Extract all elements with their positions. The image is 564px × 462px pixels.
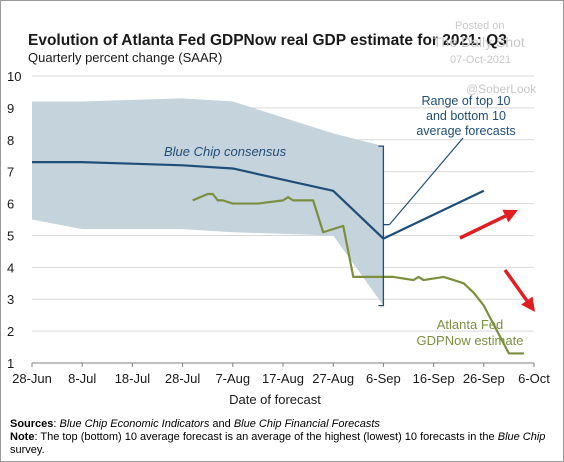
y-tick-label-9: 9 [7,101,14,116]
range-label-line-3: average forecasts [416,124,515,138]
range-bracket [378,145,385,307]
x-tick-label-6-Sep: 6-Sep [366,371,401,386]
x-tick-label-28-Jul: 28-Jul [165,371,201,386]
x-axis-label: Date of forecast [229,392,321,407]
forecast-range-band [32,98,384,306]
chart-footer: Sources: Blue Chip Economic Indicators a… [10,418,550,457]
footer-note-line: Note: The top (bottom) 10 average foreca… [10,431,550,457]
red-arrow-up [459,209,518,240]
y-tick-label-8: 8 [7,133,14,148]
footer-note-text-1: : The top (bottom) 10 average forecast i… [34,431,498,443]
footer-source-1: Blue Chip Economic Indicators [59,418,210,430]
x-tick-label-16-Sep: 16-Sep [413,371,455,386]
x-tick-label-28-Jun: 28-Jun [12,371,52,386]
y-tick-label-7: 7 [7,165,14,180]
y-tick-label-6: 6 [7,197,14,212]
red-arrow-up-shaft [459,214,507,240]
y-tick-label-10: 10 [7,69,21,84]
footer-sources-label: Sources [10,418,54,430]
range-pointer-line [388,137,464,226]
watermark-date: 07-Oct-2021 [450,54,512,66]
footer-source-join: and [209,418,234,430]
x-tick-label-7-Aug: 7-Aug [215,371,250,386]
x-tick-label-17-Aug: 17-Aug [262,371,304,386]
blue-chip-consensus-line [32,161,485,240]
watermark-handle: @SoberLook [466,82,537,96]
y-tick-label-5: 5 [7,228,14,243]
chart-title: Evolution of Atlanta Fed GDPNow real GDP… [28,32,507,49]
y-tick-label-3: 3 [7,292,14,307]
footer-sources-sep: : [53,418,60,430]
red-arrow-down [503,268,535,312]
x-tick-label-18-Jul: 18-Jul [115,371,151,386]
watermark-posted-on: Posted on [455,20,505,32]
footer-note-text-3: survey. [10,444,45,456]
red-arrow-up-head [502,209,518,223]
y-tick-label-2: 2 [7,324,14,339]
range-label-line-1: Range of top 10 [422,94,511,108]
axis-layer: 1 2 3 4 5 6 7 8 9 10 28-Jun 8-Jul 18-Jul 28-Jul 7-Aug 1… [7,69,550,407]
gdpnow-label-line-2: GDPNow estimate [417,333,524,348]
x-tick-label-27-Aug: 27-Aug [312,371,354,386]
footer-sources-line: Sources: Blue Chip Economic Indicators a… [10,418,550,431]
chart-subtitle: Quarterly percent change (SAAR) [28,50,223,65]
footer-note-text-2: Blue Chip [497,431,546,443]
red-arrow-down-shaft [503,268,529,302]
forecast-range-band-layer [32,98,384,306]
x-tick-label-6-Oct: 6-Oct [518,371,550,386]
red-arrow-down-head [521,296,535,312]
y-tick-label-4: 4 [7,260,14,275]
y-tick-label-1: 1 [7,356,14,371]
x-tick-label-8-Jul: 8-Jul [68,371,96,386]
range-label-line-2: and bottom 10 [426,109,506,123]
watermark-source: The Daily Shot [433,34,525,50]
footer-source-2: Blue Chip Financial Forecasts [233,418,380,430]
x-tick-label-26-Sep: 26-Sep [463,371,505,386]
blue-chip-label: Blue Chip consensus [164,144,287,159]
footer-note-label: Note [10,431,35,443]
gdpnow-label-line-1: Atlanta Fed [437,317,504,332]
